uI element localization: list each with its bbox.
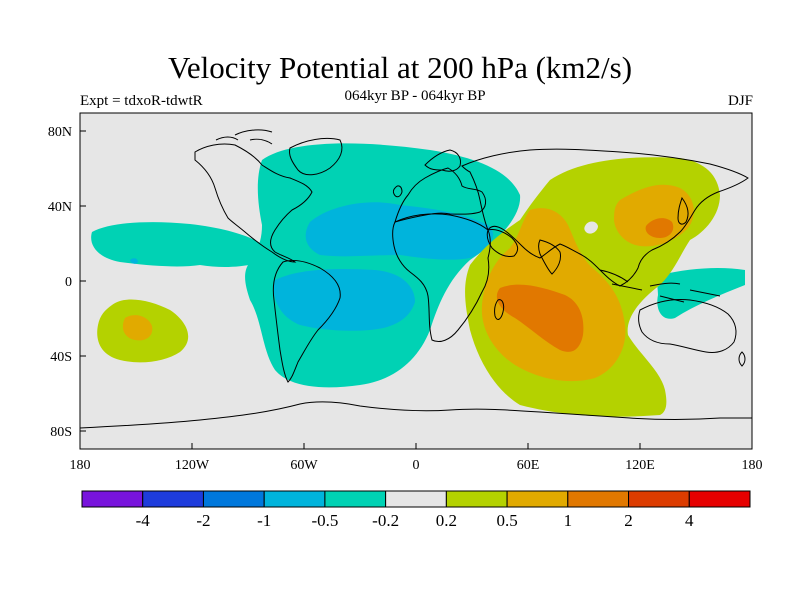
colorbar-label: -0.5 <box>311 511 338 530</box>
colorbar-label: 4 <box>685 511 694 530</box>
lat-label: 40S <box>50 350 72 365</box>
colorbar: -4 -2 -1 -0.5 -0.2 0.2 0.5 1 2 4 <box>81 490 751 530</box>
coast-europe <box>394 167 487 223</box>
colorbar-label: 1 <box>564 511 573 530</box>
coast-japan <box>677 196 689 225</box>
lon-label: 120W <box>175 458 210 473</box>
coast-antarctica <box>80 401 752 429</box>
period-label: 064kyr BP - 064kyr BP <box>344 88 486 104</box>
experiment-label: Expt = tdxoR-tdwtR <box>80 93 203 109</box>
negative-core-small <box>130 258 138 264</box>
colorbar-label: -0.2 <box>372 511 399 530</box>
colorbar-swatch <box>81 490 144 508</box>
colorbar-swatch <box>628 490 690 508</box>
positive-core-south-pacific <box>122 315 153 341</box>
negative-region-pacific <box>91 222 262 267</box>
colorbar-label: -2 <box>196 511 210 530</box>
lat-label: 40N <box>48 200 72 215</box>
negative-region-indonesia <box>657 267 745 319</box>
coast-australia <box>638 299 737 353</box>
negative-core-south-atlantic <box>273 269 415 331</box>
lon-label: 60E <box>517 458 540 473</box>
colorbar-swatch <box>567 490 630 508</box>
coast-british-isles <box>392 185 403 198</box>
coast-arctic-islands <box>215 129 273 145</box>
negative-core-north-atlantic <box>305 202 494 260</box>
coast-indonesia <box>599 269 721 303</box>
lon-label: 60W <box>290 458 318 473</box>
positive-core-strong-east-asia <box>645 218 674 238</box>
coast-asia <box>461 148 749 287</box>
coast-india <box>538 239 561 275</box>
colorbar-swatch <box>688 490 751 508</box>
colorbar-label: 0.2 <box>436 511 457 530</box>
longitude-axis: 180 120W 60W 0 60E 120E 180 <box>70 443 763 473</box>
lat-label: 80N <box>48 125 72 140</box>
contour-fields <box>91 143 745 417</box>
neutral-hole <box>584 221 598 234</box>
lon-label: 120E <box>625 458 655 473</box>
coast-africa <box>392 213 491 343</box>
colorbar-swatch <box>142 490 204 508</box>
colorbar-label: 0.5 <box>496 511 517 530</box>
colorbar-swatch <box>202 490 265 508</box>
positive-core-strong-indian <box>496 284 584 352</box>
positive-core-east-asia <box>614 184 694 247</box>
season-label: DJF <box>727 93 753 109</box>
colorbar-label: -4 <box>136 511 151 530</box>
lon-label: 180 <box>70 458 91 473</box>
coast-arabia <box>486 229 519 257</box>
colorbar-swatch <box>445 490 508 508</box>
colorbar-swatch <box>385 490 447 508</box>
lon-label: 0 <box>413 458 420 473</box>
lon-label: 180 <box>742 458 763 473</box>
coastlines <box>80 129 752 429</box>
colorbar-label: 2 <box>624 511 633 530</box>
colorbar-swatch <box>324 490 387 508</box>
lat-label: 0 <box>65 275 72 290</box>
colorbar-swatch <box>506 490 569 508</box>
coast-north-america <box>194 143 313 263</box>
colorbar-label: -1 <box>257 511 271 530</box>
coast-greenland <box>289 137 343 176</box>
colorbar-swatch <box>263 490 326 508</box>
latitude-axis: 80N 40N 0 40S 80S <box>48 125 86 440</box>
coast-south-america <box>272 259 341 383</box>
coast-new-zealand <box>738 351 746 367</box>
map-title: Velocity Potential at 200 hPa (km2/s) <box>167 50 633 85</box>
coast-scandinavia <box>424 149 461 172</box>
coast-madagascar <box>494 299 505 320</box>
lat-label: 80S <box>50 425 72 440</box>
